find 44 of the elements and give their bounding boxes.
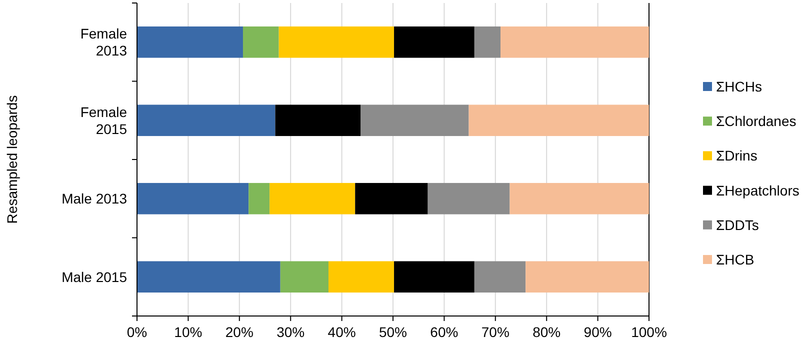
bar (242, 26, 279, 58)
legend-label: ΣDrins (716, 148, 758, 164)
y-axis-title: Resampled leopards (4, 95, 20, 224)
bar (474, 261, 526, 293)
legend-label: ΣHepatchlors (716, 182, 800, 198)
x-tick-label: 0% (126, 324, 148, 340)
x-tick-label: 20% (225, 324, 254, 340)
bar (248, 182, 270, 214)
x-tick-label: 100% (631, 324, 667, 340)
bar (510, 182, 649, 214)
legend-label: ΣHCHs (716, 78, 762, 94)
bar (270, 182, 356, 214)
bar (526, 261, 649, 293)
x-tick-label: 60% (430, 324, 458, 340)
y-tick-label: Female 2013 (80, 26, 128, 59)
bar (278, 26, 394, 58)
x-tick-label: 40% (328, 324, 356, 340)
bar (428, 182, 510, 214)
y-tick-label: Male 2013 (62, 190, 128, 207)
bar (468, 104, 649, 136)
bar (360, 104, 469, 136)
bar (137, 182, 249, 214)
bar (280, 261, 328, 293)
x-tick-label: 70% (481, 324, 510, 340)
x-tick-label: 90% (584, 324, 612, 340)
bar (275, 104, 361, 136)
bar (137, 261, 280, 293)
x-tick-label: 50% (378, 324, 408, 340)
x-tick-label: 30% (276, 324, 305, 340)
x-tick-label: 10% (174, 324, 202, 340)
x-tick-label: 80% (532, 324, 561, 340)
bar (137, 26, 243, 58)
y-tick-label: Female 2015 (80, 104, 128, 137)
bar (355, 182, 428, 214)
bar (137, 104, 276, 136)
legend-label: ΣChlordanes (716, 113, 796, 130)
bar (474, 26, 501, 58)
bar (394, 26, 474, 58)
bar (500, 26, 649, 58)
legend-label: ΣDDTs (716, 216, 759, 233)
legend-label: ΣHCB (716, 252, 754, 268)
y-tick-label: Male 2015 (62, 268, 128, 285)
bar (394, 261, 474, 293)
bar (328, 261, 394, 293)
